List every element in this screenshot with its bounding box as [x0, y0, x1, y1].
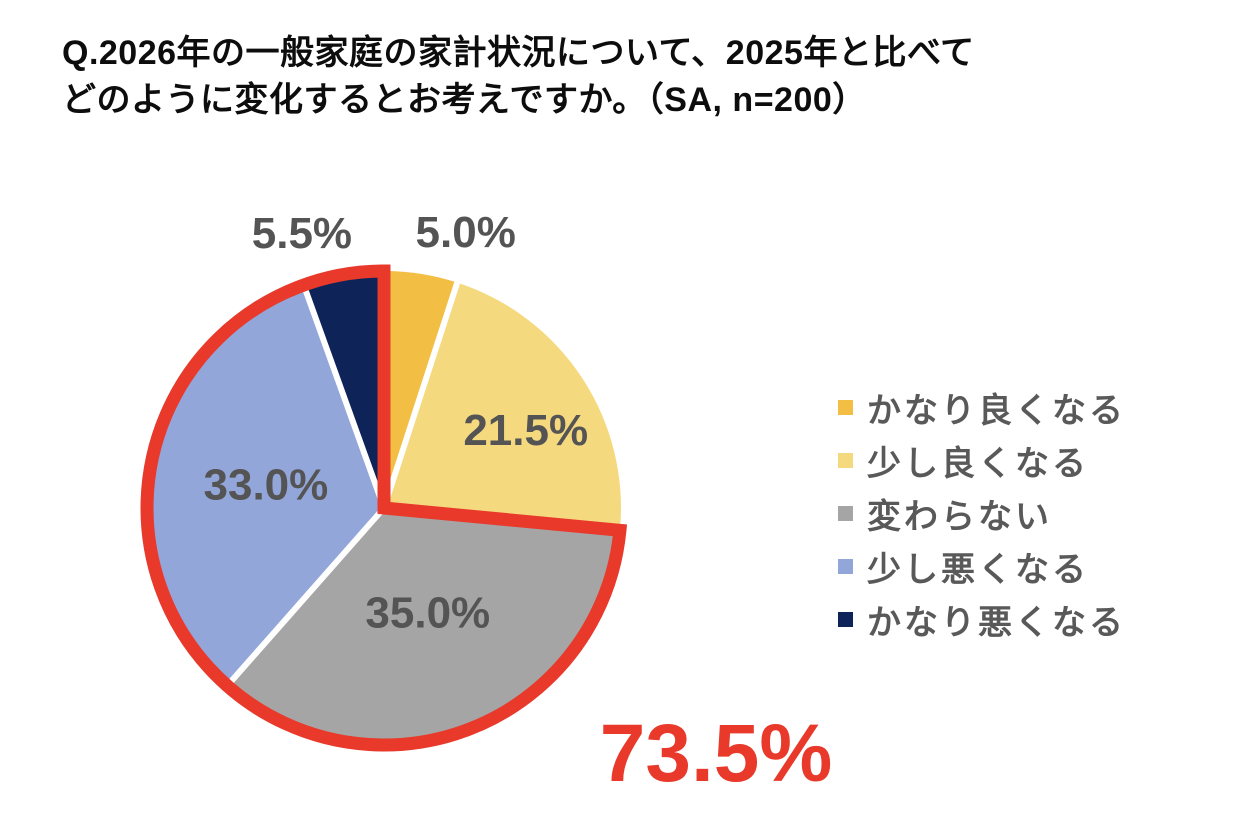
slice-value-label-4: 5.5% — [252, 209, 352, 258]
legend-label-slightly-better: 少し良くなる — [867, 445, 1089, 483]
legend-item-no-change: 変わらない — [838, 487, 1126, 540]
chart-legend: かなり良くなる 少し良くなる 変わらない 少し悪くなる かなり悪くなる — [838, 381, 1126, 646]
highlight-outline — [140, 264, 628, 752]
slice-value-label-0: 5.0% — [416, 208, 516, 257]
legend-item-much-worse: かなり悪くなる — [838, 593, 1126, 646]
slice-value-label-2: 35.0% — [365, 588, 490, 637]
legend-item-slightly-better: 少し良くなる — [838, 434, 1126, 487]
legend-swatch-slightly-worse — [838, 559, 853, 574]
chart-title: Q.2026年の一般家庭の家計状況について、2025年と比べて どのように変化す… — [62, 30, 1122, 124]
pie-slice-3 — [146, 285, 384, 686]
pie-slice-1 — [384, 282, 622, 531]
legend-item-slightly-worse: 少し悪くなる — [838, 540, 1126, 593]
highlight-total-label: 73.5% — [599, 708, 833, 799]
legend-label-much-worse: かなり悪くなる — [867, 604, 1126, 642]
legend-label-much-better: かなり良くなる — [867, 392, 1126, 430]
slice-value-label-1: 21.5% — [463, 406, 588, 455]
slice-value-label-3: 33.0% — [204, 460, 329, 509]
legend-item-much-better: かなり良くなる — [838, 381, 1126, 434]
slice-separator — [381, 281, 461, 509]
legend-label-slightly-worse: 少し悪くなる — [867, 551, 1089, 589]
chart-title-line2: どのように変化するとお考えですか。（SA, n=200） — [62, 81, 867, 119]
legend-swatch-much-worse — [838, 612, 853, 627]
slice-separator — [300, 283, 387, 510]
chart-title-line1: Q.2026年の一般家庭の家計状況について、2025年と比べて — [62, 34, 975, 72]
slice-separator — [225, 506, 387, 688]
pie-slice-2 — [227, 508, 620, 746]
legend-label-no-change: 変わらない — [867, 498, 1052, 536]
pie-chart: 5.0% 21.5% 35.0% 33.0% 5.5% — [140, 208, 628, 752]
legend-swatch-slightly-better — [838, 453, 853, 468]
legend-swatch-no-change — [838, 506, 853, 521]
legend-swatch-much-better — [838, 400, 853, 415]
